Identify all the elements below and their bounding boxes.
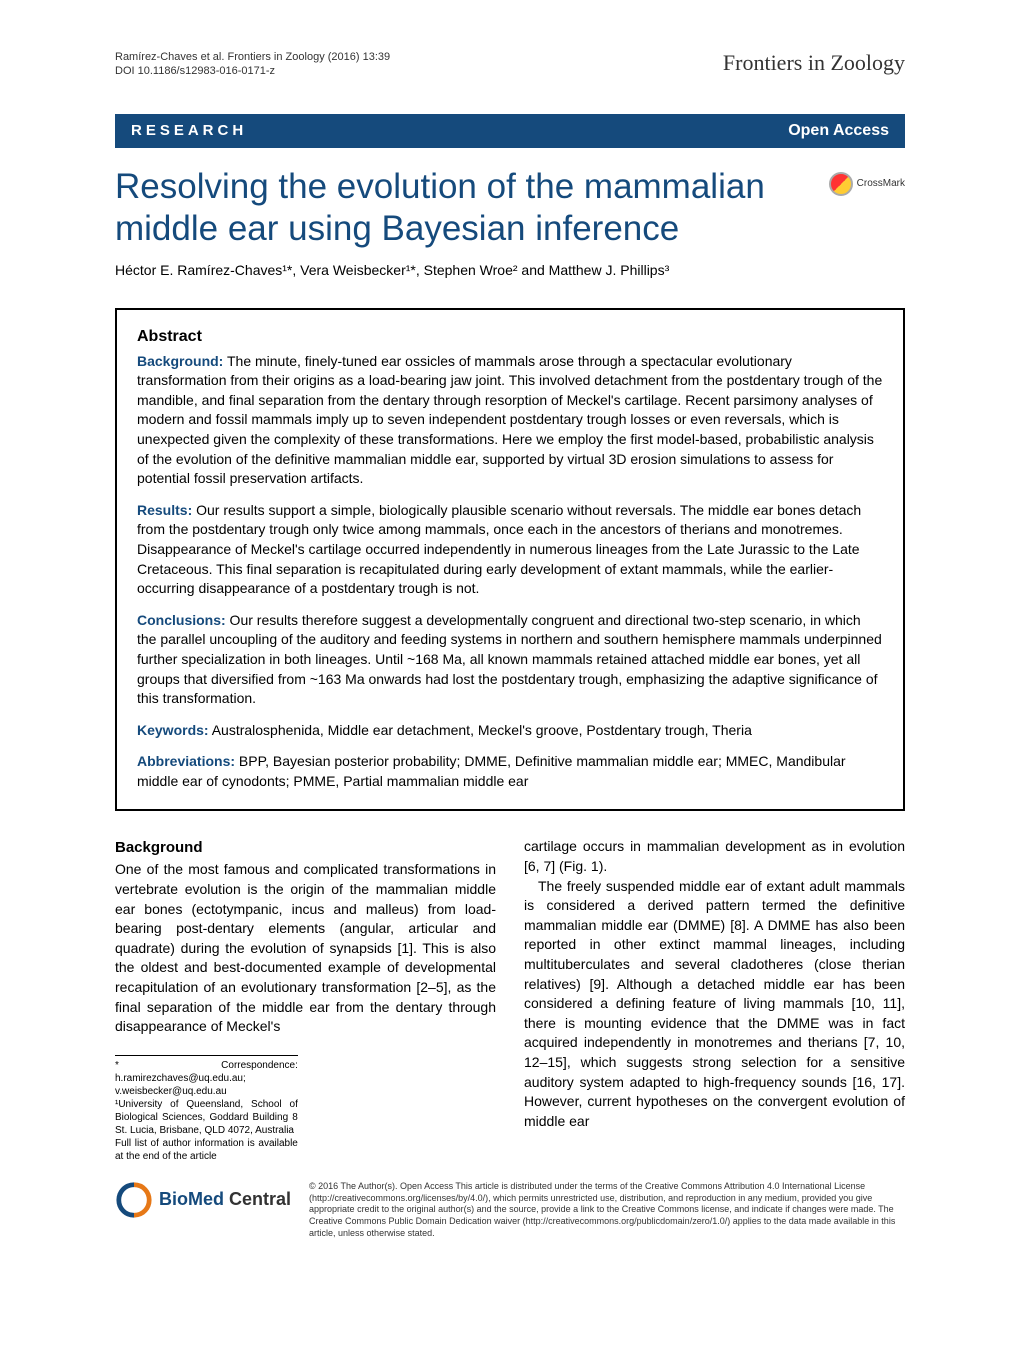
results-text: Our results support a simple, biological…: [137, 502, 861, 596]
correspondence-footnotes: * Correspondence: h.ramirezchaves@uq.edu…: [115, 1055, 298, 1163]
citation-block: Ramírez-Chaves et al. Frontiers in Zoolo…: [115, 50, 390, 79]
abstract-keywords: Keywords: Australosphenida, Middle ear d…: [137, 721, 883, 741]
keywords-text: Australosphenida, Middle ear detachment,…: [209, 722, 752, 738]
biomed-central-logo: BioMed Central: [115, 1181, 291, 1219]
right-column: cartilage occurs in mammalian developmen…: [524, 837, 905, 1162]
section-banner: RESEARCH Open Access: [115, 114, 905, 148]
abbrev-label: Abbreviations:: [137, 753, 235, 769]
author-info-line: Full list of author information is avail…: [115, 1137, 298, 1163]
bmc-icon: [115, 1181, 153, 1219]
bmc-wordmark: BioMed Central: [159, 1189, 291, 1210]
author-list: Héctor E. Ramírez-Chaves¹*, Vera Weisbec…: [115, 262, 905, 278]
body-paragraph: The freely suspended middle ear of extan…: [524, 877, 905, 1132]
background-heading: Background: [115, 837, 496, 858]
conclusions-label: Conclusions:: [137, 612, 226, 628]
body-paragraph: cartilage occurs in mammalian developmen…: [524, 837, 905, 876]
doi-line: DOI 10.1186/s12983-016-0171-z: [115, 64, 390, 78]
background-label: Background:: [137, 353, 223, 369]
conclusions-text: Our results therefore suggest a developm…: [137, 612, 882, 706]
bmc-central: Central: [224, 1189, 291, 1209]
crossmark-label: CrossMark: [857, 178, 905, 189]
abstract-abbreviations: Abbreviations: BPP, Bayesian posterior p…: [137, 752, 883, 791]
abstract-conclusions: Conclusions: Our results therefore sugge…: [137, 611, 883, 709]
affiliation-line: ¹University of Queensland, School of Bio…: [115, 1098, 298, 1137]
left-column: Background One of the most famous and co…: [115, 837, 496, 1162]
abstract-box: Abstract Background: The minute, finely-…: [115, 308, 905, 812]
journal-logo: Frontiers in Zoology: [723, 50, 905, 76]
page-header: Ramírez-Chaves et al. Frontiers in Zoolo…: [115, 50, 905, 79]
abbrev-text: BPP, Bayesian posterior probability; DMM…: [137, 753, 846, 789]
abstract-background: Background: The minute, finely-tuned ear…: [137, 352, 883, 489]
body-columns: Background One of the most famous and co…: [115, 837, 905, 1162]
background-text: The minute, finely-tuned ear ossicles of…: [137, 353, 882, 487]
results-label: Results:: [137, 502, 192, 518]
crossmark-badge[interactable]: CrossMark: [829, 172, 905, 196]
body-paragraph: One of the most famous and complicated t…: [115, 860, 496, 1036]
page-footer: BioMed Central © 2016 The Author(s). Ope…: [115, 1181, 905, 1239]
section-label: RESEARCH: [131, 122, 247, 139]
open-access-label: Open Access: [788, 122, 889, 140]
abstract-results: Results: Our results support a simple, b…: [137, 501, 883, 599]
article-title: Resolving the evolution of the mammalian…: [115, 166, 817, 250]
license-text: © 2016 The Author(s). Open Access This a…: [309, 1181, 905, 1239]
keywords-label: Keywords:: [137, 722, 209, 738]
crossmark-icon: [829, 172, 853, 196]
citation-line: Ramírez-Chaves et al. Frontiers in Zoolo…: [115, 50, 390, 64]
correspondence-line: * Correspondence: h.ramirezchaves@uq.edu…: [115, 1059, 298, 1098]
abstract-heading: Abstract: [137, 328, 883, 346]
bmc-bio: BioMed: [159, 1189, 224, 1209]
